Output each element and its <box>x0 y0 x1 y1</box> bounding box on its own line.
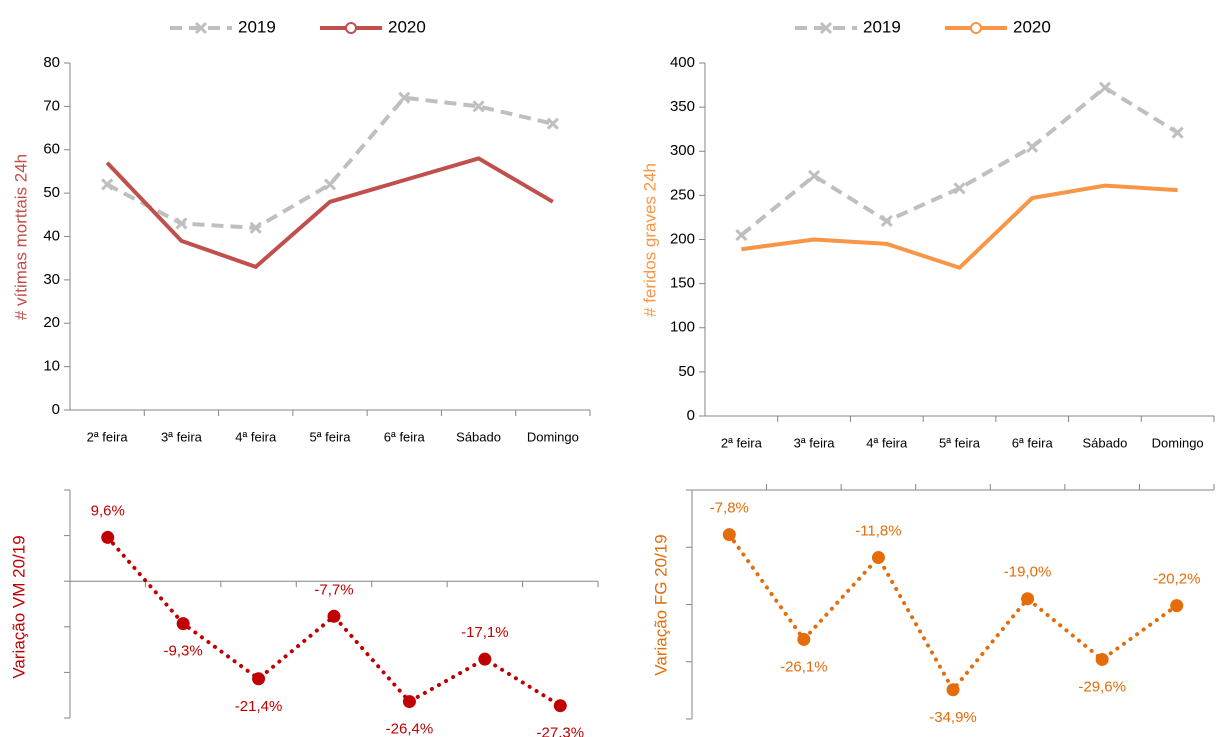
x-tick-label: 2ª feira <box>721 435 763 450</box>
series-line <box>741 183 1178 271</box>
point <box>402 695 416 709</box>
y-tick-label: 80 <box>43 54 60 71</box>
y-tick-label: 40 <box>43 227 60 244</box>
series-marker <box>1171 126 1184 139</box>
y-tick-label: 60 <box>43 141 60 158</box>
x-tick-label: 3ª feira <box>794 435 836 450</box>
y-tick-label: 100 <box>670 319 695 336</box>
y-tick-label: 300 <box>670 142 695 159</box>
data-label: -11,8% <box>855 523 901 540</box>
legend-label: 2020 <box>388 17 426 36</box>
y-axis-title: Variação FG 20/19 <box>651 534 670 675</box>
series-marker <box>1098 81 1111 94</box>
x-tick-label: 6ª feira <box>384 429 426 444</box>
series-marker <box>808 169 821 183</box>
data-label: -7,7% <box>314 581 353 598</box>
data-label: -21,4% <box>235 698 283 715</box>
y-axis-title: Variação VM 20/19 <box>9 535 28 678</box>
y-tick-label: 10 <box>43 358 60 375</box>
legend-marker <box>819 21 833 35</box>
data-label: -26,1% <box>780 658 828 675</box>
point <box>1021 592 1035 606</box>
x-tick-label: Sábado <box>456 429 501 444</box>
point <box>478 652 492 666</box>
point <box>946 683 960 697</box>
series-marker <box>472 100 485 113</box>
data-label: -27,3% <box>537 725 585 737</box>
data-label: -26,4% <box>386 721 434 737</box>
series-marker <box>101 178 114 191</box>
y-tick-label: 200 <box>670 230 695 247</box>
point <box>101 530 115 544</box>
x-tick-label: 4ª feira <box>866 435 908 450</box>
series-marker <box>735 229 748 242</box>
series-line <box>105 156 554 270</box>
legend-marker <box>194 21 208 35</box>
point <box>871 551 885 565</box>
x-tick-label: 6ª feira <box>1012 435 1054 450</box>
legend-marker <box>970 22 982 34</box>
legend-marker <box>345 22 357 34</box>
legend-label: 2020 <box>1013 17 1051 36</box>
x-tick-label: 5ª feira <box>310 429 352 444</box>
point <box>176 617 190 631</box>
y-tick-label: 0 <box>52 401 60 418</box>
series-marker <box>953 182 966 195</box>
y-tick-label: 30 <box>43 271 60 288</box>
series-marker <box>249 221 262 234</box>
x-tick-label: Sábado <box>1083 435 1128 450</box>
series-marker <box>398 91 411 104</box>
y-tick-label: 150 <box>670 275 695 292</box>
data-label: -17,1% <box>461 624 509 641</box>
legend-label: 2019 <box>863 17 901 36</box>
point <box>252 672 266 686</box>
y-tick-label: 50 <box>43 184 60 201</box>
data-label: -9,3% <box>164 643 203 660</box>
x-tick-label: 3ª feira <box>161 429 203 444</box>
y-tick-label: 400 <box>670 54 695 71</box>
point <box>797 632 811 646</box>
x-tick-label: Domingo <box>527 429 579 444</box>
data-label: 9,6% <box>91 502 125 519</box>
y-tick-label: 250 <box>670 186 695 203</box>
point <box>722 528 736 542</box>
series-marker <box>323 178 337 191</box>
y-axis-title: # feridos graves 24h <box>640 163 659 317</box>
series-marker <box>546 117 559 130</box>
y-axis-title: # vítimas morttais 24h <box>11 154 30 320</box>
x-tick-label: 2ª feira <box>87 429 129 444</box>
data-label: -34,9% <box>929 709 977 726</box>
series-marker <box>1026 140 1039 153</box>
x-tick-label: Domingo <box>1152 435 1204 450</box>
point <box>1170 599 1184 613</box>
y-tick-label: 70 <box>43 97 60 114</box>
y-tick-label: 0 <box>687 407 695 424</box>
data-label: -20,2% <box>1153 571 1201 588</box>
series-marker <box>880 214 893 228</box>
point <box>1095 652 1109 666</box>
point <box>553 699 567 713</box>
point <box>327 609 341 623</box>
data-label: -19,0% <box>1004 564 1052 581</box>
data-label: -29,6% <box>1078 678 1126 695</box>
series-line <box>740 85 1179 237</box>
y-tick-label: 20 <box>43 314 60 331</box>
y-tick-label: 350 <box>670 98 695 115</box>
x-tick-label: 4ª feira <box>235 429 277 444</box>
series-marker <box>175 217 188 230</box>
y-tick-label: 50 <box>678 363 695 380</box>
x-tick-label: 5ª feira <box>939 435 981 450</box>
legend-label: 2019 <box>238 17 276 36</box>
data-label: -7,8% <box>710 500 749 517</box>
